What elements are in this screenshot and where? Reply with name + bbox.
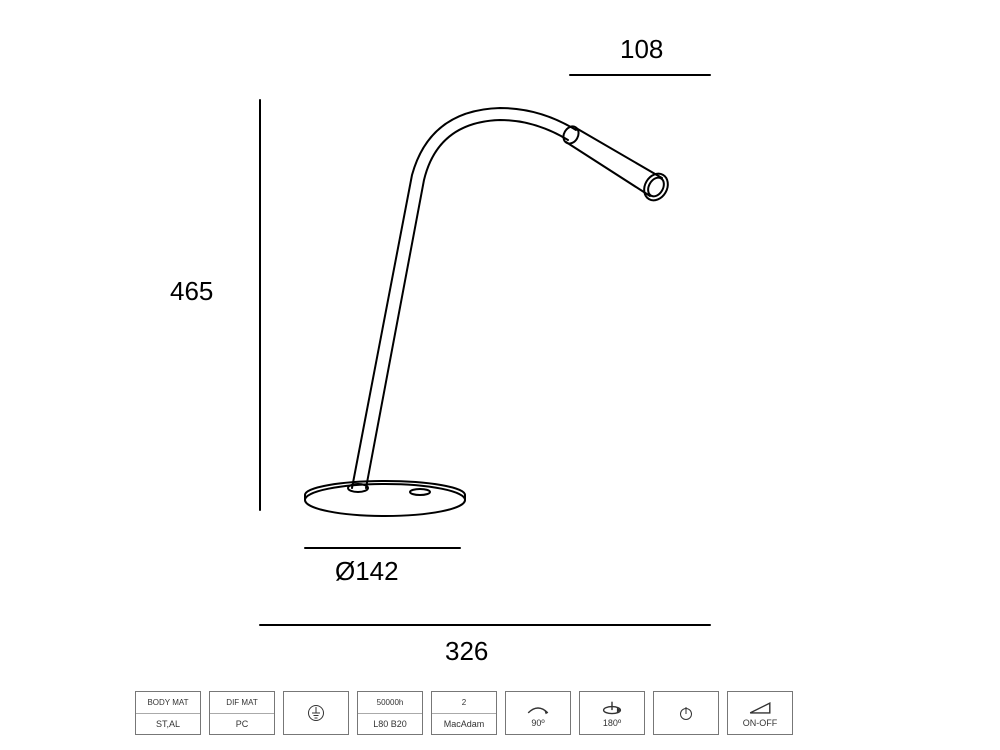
spec-body-mat: BODY MAT ST,AL: [135, 691, 201, 735]
spec-label: 2: [432, 692, 496, 714]
base-switch: [410, 489, 430, 495]
spec-dimming: ON-OFF: [727, 691, 793, 735]
dim-head: 108: [620, 34, 663, 65]
spec-label: 50000h: [358, 692, 422, 714]
spec-lifetime: 50000h L80 B20: [357, 691, 423, 735]
spec-value: 90º: [531, 718, 544, 728]
spec-macadam: 2 MacAdam: [431, 691, 497, 735]
dim-height: 465: [170, 276, 213, 307]
power-icon: [672, 703, 700, 723]
spec-label: BODY MAT: [136, 692, 200, 714]
spec-value: PC: [210, 714, 274, 735]
dim-base: Ø142: [335, 556, 399, 587]
ground-icon: [302, 703, 330, 723]
lamp-line-drawing: [0, 0, 1000, 750]
spec-power: [653, 691, 719, 735]
spec-value: ST,AL: [136, 714, 200, 735]
stem-left: [352, 108, 576, 488]
spec-value: MacAdam: [432, 714, 496, 735]
spec-label: DIF MAT: [210, 692, 274, 714]
spec-ground: [283, 691, 349, 735]
base-bottom: [305, 484, 465, 516]
spec-rotate: 180º: [579, 691, 645, 735]
tilt-icon: [524, 698, 552, 718]
lamp-head: [560, 124, 672, 205]
rotate-icon: [598, 698, 626, 718]
dim-icon: [746, 698, 774, 718]
spec-value: 180º: [603, 718, 621, 728]
stem-right: [366, 120, 568, 488]
spec-value: L80 B20: [358, 714, 422, 735]
dim-width: 326: [445, 636, 488, 667]
spec-tilt: 90º: [505, 691, 571, 735]
spec-value: ON-OFF: [743, 718, 778, 728]
spec-dif-mat: DIF MAT PC: [209, 691, 275, 735]
spec-bar: BODY MAT ST,AL DIF MAT PC 50000h L80 B20…: [135, 691, 793, 735]
drawing-canvas: 465 108 Ø142 326 BODY MAT ST,AL DIF MAT …: [0, 0, 1000, 750]
